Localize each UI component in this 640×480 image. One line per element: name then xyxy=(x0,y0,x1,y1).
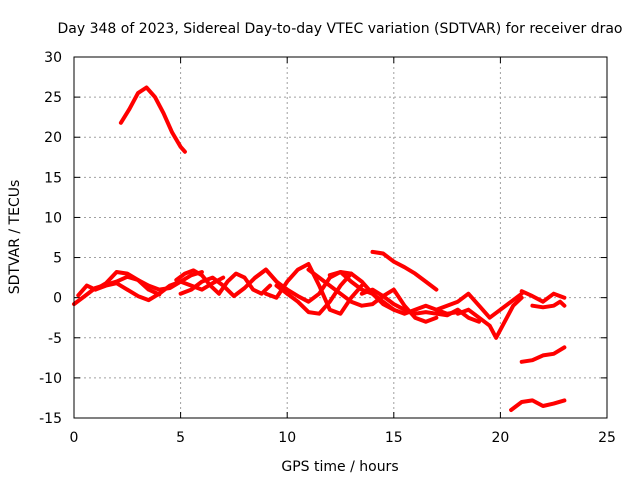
y-tick-label: -15 xyxy=(39,411,62,427)
plot-frame xyxy=(73,56,608,419)
y-tick-label: 15 xyxy=(44,170,62,186)
x-tick-label: 15 xyxy=(385,430,403,446)
y-tick-label: -5 xyxy=(48,331,62,347)
x-tick-label: 20 xyxy=(491,430,509,446)
series-line-arc-12 xyxy=(370,249,439,292)
y-tick-label: 10 xyxy=(44,210,62,226)
grid-lines xyxy=(74,57,607,418)
series-line-arc-16 xyxy=(519,289,567,304)
axis-ticks xyxy=(73,56,608,419)
series-line-arc-15 xyxy=(455,295,524,340)
y-tick-label: 0 xyxy=(53,291,62,307)
x-tick-label: 5 xyxy=(176,430,185,446)
series-line-arc-10 xyxy=(306,267,439,324)
y-tick-label: -10 xyxy=(39,371,62,387)
y-tick-label: 25 xyxy=(44,90,62,106)
y-tick-labels: -15 -10 -5 0 5 10 15 20 25 30 xyxy=(39,50,62,427)
data-series xyxy=(72,85,567,412)
y-tick-label: 5 xyxy=(53,251,62,267)
x-tick-labels: 0 5 10 15 20 25 xyxy=(70,430,616,446)
y-tick-label: 20 xyxy=(44,130,62,146)
x-tick-label: 25 xyxy=(598,430,616,446)
series-line-arc-3 xyxy=(76,270,162,298)
series-line-arc-1 xyxy=(118,85,187,154)
x-tick-label: 10 xyxy=(278,430,296,446)
y-tick-label: 30 xyxy=(44,50,62,66)
x-tick-label: 0 xyxy=(70,430,79,446)
series-line-arc-18 xyxy=(519,345,567,364)
series-line-arc-4 xyxy=(93,275,226,303)
x-axis-title: GPS time / hours xyxy=(281,459,398,475)
series-line-arc-17 xyxy=(530,299,567,310)
series-line-arc-19 xyxy=(509,398,567,412)
series-line-arc-14 xyxy=(434,291,524,320)
chart-title: Day 348 of 2023, Sidereal Day-to-day VTE… xyxy=(57,21,622,37)
y-axis-title: SDTVAR / TECUs xyxy=(7,180,23,295)
